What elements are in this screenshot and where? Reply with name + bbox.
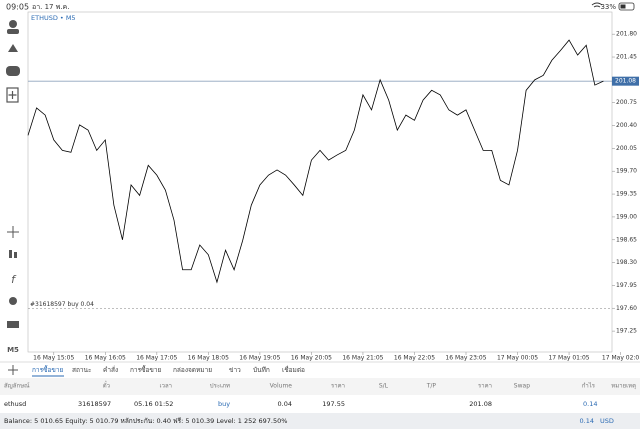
column-header: ตั๋ว [103, 380, 110, 389]
status-time: 09:05 [6, 3, 29, 12]
chart-symbol: ETHUSD • M5 [31, 14, 76, 22]
current-price-label: 201.08 [615, 78, 636, 85]
x-tick-label: 16 May 15:05 [33, 355, 74, 362]
column-header: หมายเหตุ [611, 383, 636, 390]
tab[interactable]: เชื่อมต่อ [282, 365, 305, 374]
trade-icon[interactable] [8, 44, 18, 52]
add-button[interactable] [8, 365, 18, 375]
x-tick-label: 17 May 02:0 [602, 355, 640, 362]
x-tick-label: 16 May 21:05 [342, 355, 383, 362]
tab[interactable]: บันทึก [253, 366, 270, 374]
price-line [27, 39, 604, 284]
cell-time[interactable]: 05.16 01:52 [134, 400, 173, 408]
objects-icon[interactable] [9, 297, 17, 305]
positions-table: สัญลักษณ์ ตั๋ว เวลา ประเภท Volume ราคา S/L T/P ร… [4, 380, 636, 408]
chart-frame [27, 11, 613, 353]
crosshair-icon[interactable] [7, 226, 19, 238]
x-tick-label: 17 May 01:05 [548, 355, 589, 362]
screen-icon[interactable] [7, 321, 19, 328]
order-label: #31618597 buy 0.04 [30, 301, 94, 308]
column-header: ราคา [478, 383, 492, 390]
y-tick-label: 201.80 [616, 31, 637, 38]
tab[interactable]: กล่องจดหมาย [173, 366, 212, 374]
account-icon-body[interactable] [7, 29, 19, 34]
x-tick-label: 16 May 19:05 [239, 355, 280, 362]
x-tick-label: 16 May 23:05 [445, 355, 486, 362]
tab[interactable]: คำสั่ง [103, 365, 118, 374]
y-tick-label: 200.40 [616, 122, 637, 129]
y-tick-label: 197.25 [616, 328, 637, 335]
new-chart-icon[interactable] [6, 87, 19, 103]
table-header-bg [0, 378, 640, 395]
tab[interactable]: สถานะ [72, 366, 92, 374]
cell-symbol[interactable]: ethusd [4, 400, 26, 408]
cell-type[interactable]: buy [218, 400, 230, 408]
column-header: เวลา [160, 383, 172, 390]
chart: 197.25 197.60 197.95 198.30 198.65 199.00 199.… [27, 31, 640, 362]
tab[interactable]: การซื้อขาย [130, 365, 161, 374]
cell-profit[interactable]: 0.14 [583, 400, 597, 408]
chat-icon[interactable] [6, 66, 20, 76]
total-profit: 0.14 [580, 417, 594, 425]
indicator-icon[interactable]: f [11, 273, 17, 286]
tab[interactable]: ข่าว [229, 366, 241, 374]
y-tick-label: 200.05 [616, 145, 637, 152]
column-header: สัญลักษณ์ [4, 382, 30, 390]
column-header: S/L [379, 383, 389, 390]
currency: USD [600, 417, 614, 425]
cell-ticket[interactable]: 31618597 [78, 400, 111, 408]
current-price-box [612, 76, 639, 86]
timeframe-button[interactable]: M5 [7, 346, 19, 354]
column-header: Volume [270, 383, 293, 390]
column-header: ประเภท [210, 383, 230, 390]
x-tick-label: 16 May 20:05 [291, 355, 332, 362]
y-tick-label: 197.60 [616, 305, 637, 312]
column-header: Swap [514, 383, 530, 390]
account-summary: Balance: 5 010.65 Equity: 5 010.79 หลักป… [4, 417, 287, 425]
x-tick-label: 16 May 22:05 [394, 355, 435, 362]
y-tick-label: 199.00 [616, 213, 637, 220]
y-tick-label: 199.70 [616, 168, 637, 175]
battery-level [620, 4, 626, 9]
y-tick-label: 200.75 [616, 99, 637, 106]
battery-text: 33% [600, 3, 616, 11]
y-tick-label: 198.30 [616, 259, 637, 266]
x-tick-label: 16 May 16:05 [85, 355, 126, 362]
plus-icon [8, 91, 17, 99]
y-tick-label: 201.45 [616, 54, 637, 61]
y-tick-label: 199.35 [616, 191, 637, 198]
x-tick-label: 16 May 17:05 [136, 355, 177, 362]
y-tick-label: 198.65 [616, 236, 637, 243]
battery-icon [618, 2, 635, 11]
candles-icon[interactable] [9, 250, 12, 258]
cell-volume[interactable]: 0.04 [278, 400, 292, 408]
footer-bg [0, 413, 640, 429]
left-toolbar: f M5 [6, 20, 20, 354]
cell-current[interactable]: 201.08 [469, 400, 492, 408]
tab-bar: การซื้อขาย สถานะ คำสั่ง การซื้อขาย กล่องจดหม… [32, 365, 305, 377]
wifi-icon [591, 2, 603, 8]
candles-icon-2[interactable] [14, 252, 17, 258]
column-header: กำไร [582, 382, 596, 390]
tab[interactable]: การซื้อขาย [32, 365, 63, 374]
column-header: T/P [426, 383, 437, 390]
column-header: ราคา [331, 383, 345, 390]
y-tick-label: 197.95 [616, 282, 637, 289]
x-tick-label: 17 May 00:05 [497, 355, 538, 362]
cell-price[interactable]: 197.55 [322, 400, 345, 408]
x-tick-label: 16 May 18:05 [188, 355, 229, 362]
status-date: อา. 17 พ.ค. [32, 3, 69, 11]
account-icon[interactable] [9, 20, 17, 28]
